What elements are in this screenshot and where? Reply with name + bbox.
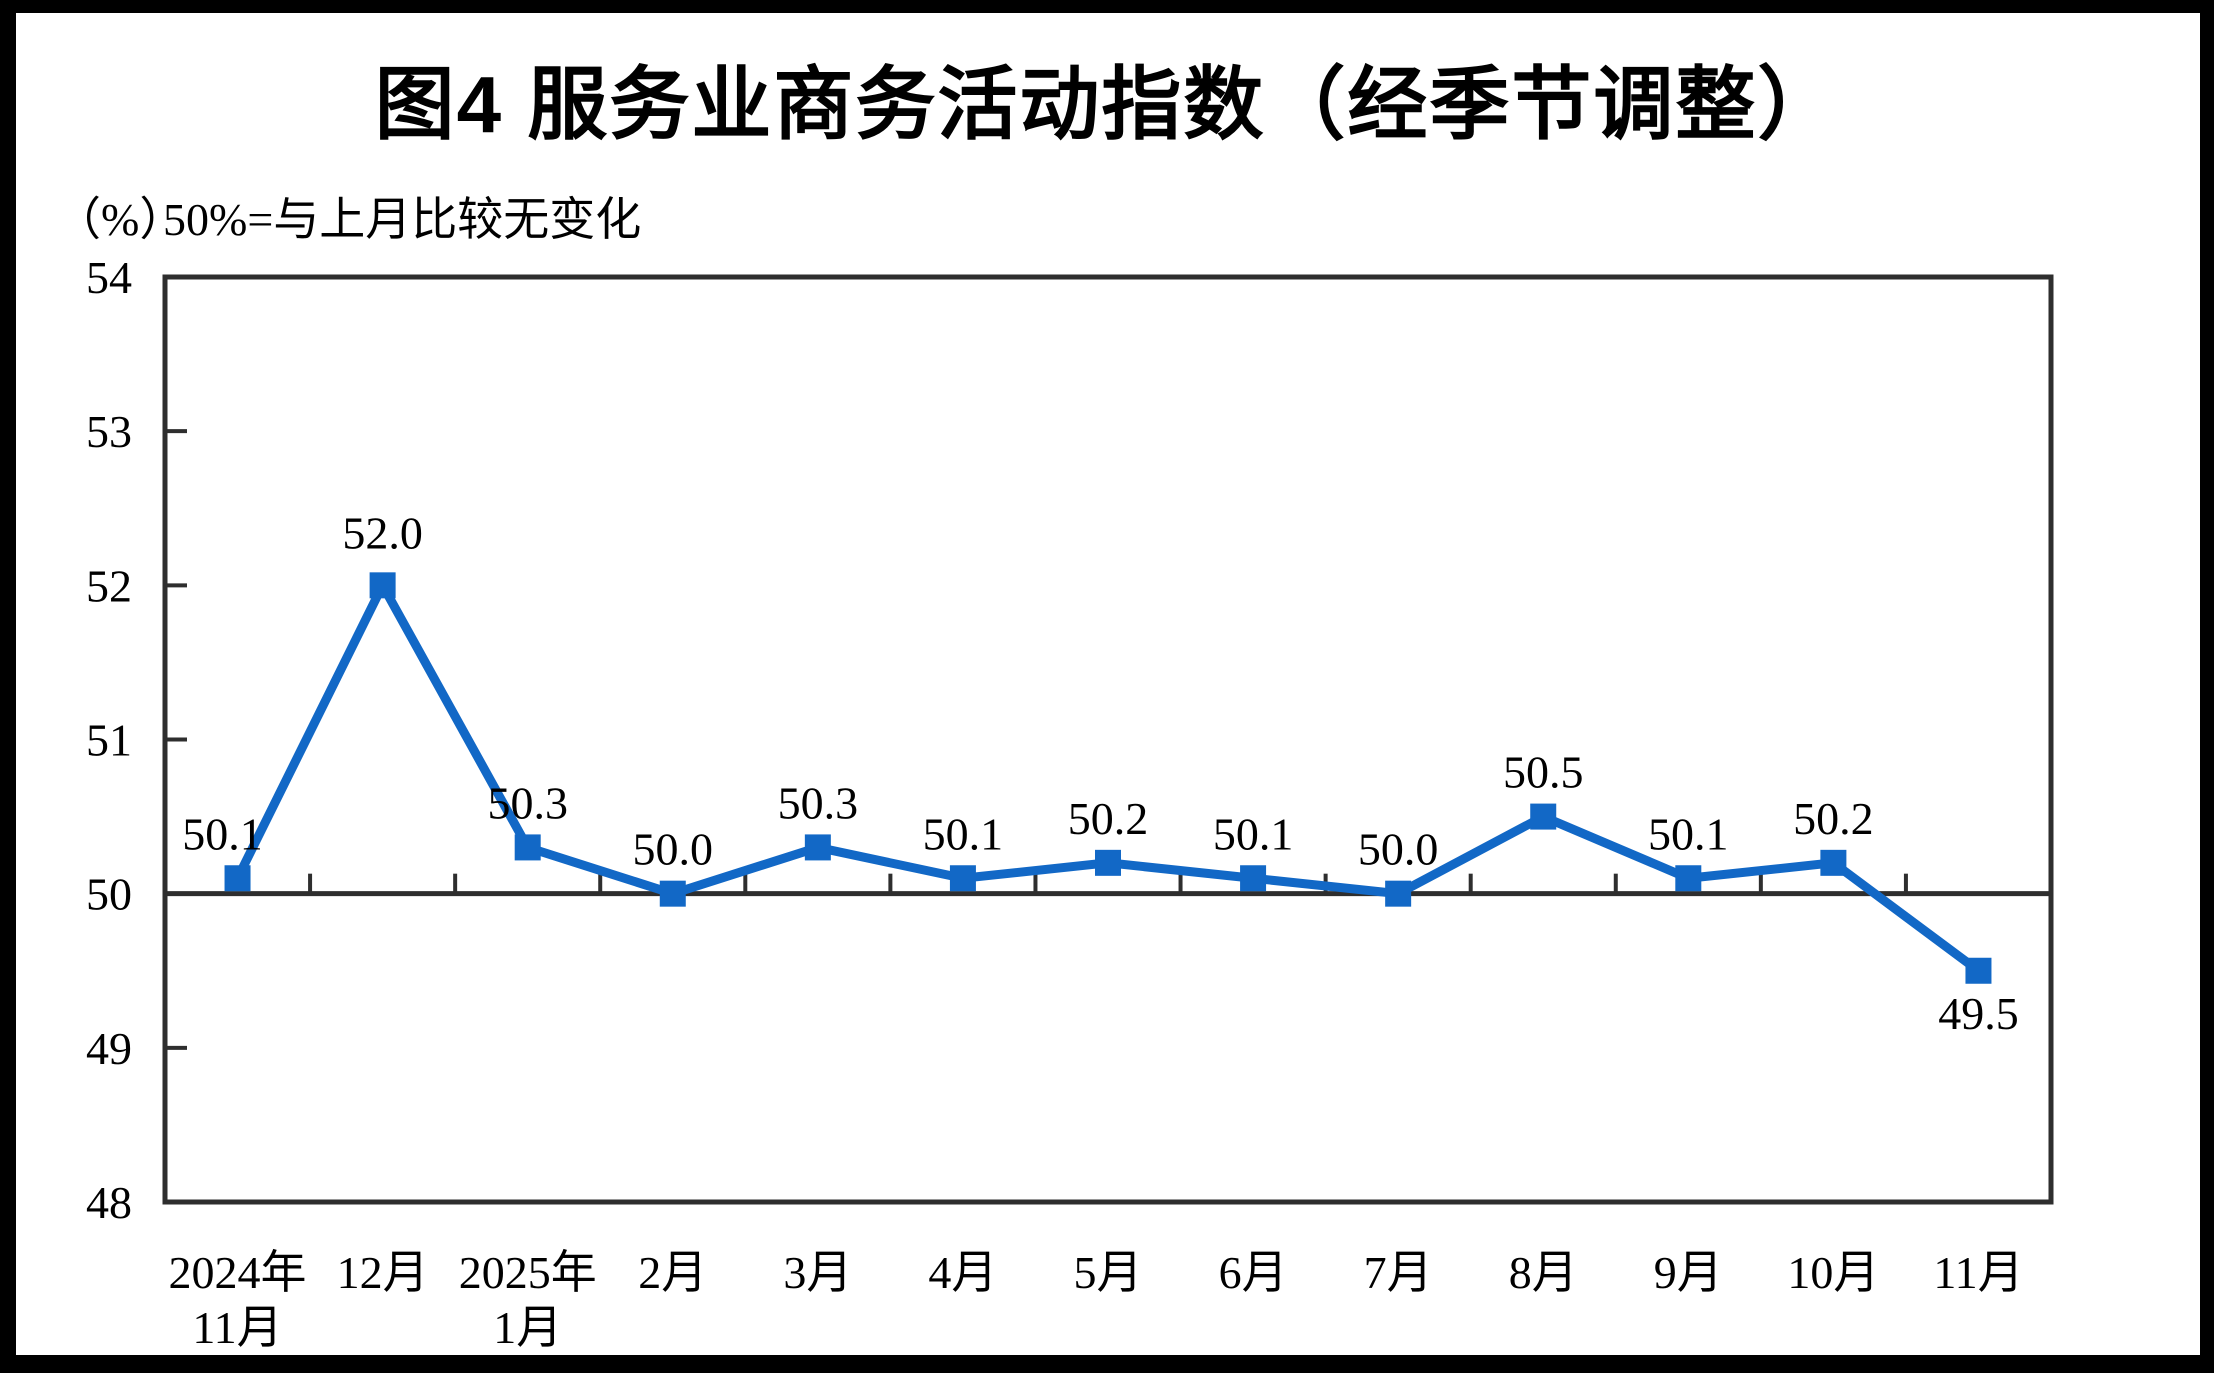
x-tick-label: 11月	[1933, 1247, 2023, 1298]
data-point-label: 50.1	[182, 808, 263, 859]
plot-border	[162, 274, 2054, 1205]
y-tick-label: 54	[86, 252, 132, 303]
x-tick-label: 12月	[337, 1247, 429, 1298]
baseline-note: 50%=与上月比较无变化	[163, 194, 642, 245]
x-tick-label: 6月	[1219, 1247, 1288, 1298]
data-point-label: 50.1	[1648, 808, 1729, 859]
data-point-marker	[1530, 803, 1557, 830]
data-point-label: 50.2	[1793, 793, 1874, 844]
x-tick-label: 1月	[493, 1302, 562, 1353]
data-point-marker	[804, 834, 831, 861]
y-tick-label: 52	[86, 560, 132, 611]
data-point-label: 52.0	[342, 507, 423, 558]
data-point-marker	[1965, 957, 1992, 984]
data-point-marker	[949, 865, 976, 892]
y-tick-label: 48	[86, 1177, 132, 1228]
data-point-marker	[1095, 849, 1121, 876]
data-point-marker	[1240, 865, 1267, 892]
x-tick-label: 8月	[1509, 1247, 1578, 1298]
data-point-label: 50.2	[1068, 793, 1149, 844]
data-point-marker	[224, 865, 251, 892]
y-tick-label: 53	[86, 406, 132, 457]
x-tick-label: 4月	[928, 1247, 997, 1298]
data-point-label: 50.0	[633, 824, 714, 875]
x-tick-label: 9月	[1654, 1247, 1723, 1298]
data-point-marker	[369, 572, 396, 599]
data-point-marker	[1820, 849, 1847, 876]
data-point-marker	[514, 834, 541, 861]
y-axis-unit-label: （%）	[55, 194, 186, 245]
x-tick-label: 11月	[192, 1302, 282, 1353]
x-tick-label: 10月	[1787, 1247, 1879, 1298]
x-tick-label: 7月	[1364, 1247, 1433, 1298]
x-tick-label: 3月	[783, 1247, 852, 1298]
x-tick-label: 2025年	[459, 1247, 597, 1298]
x-tick-label: 2024年	[169, 1247, 307, 1298]
data-point-marker	[659, 880, 686, 907]
y-tick-label: 50	[86, 869, 132, 920]
data-point-label: 50.3	[487, 777, 568, 828]
x-tick-label: 5月	[1074, 1247, 1143, 1298]
x-tick-label: 2月	[638, 1247, 707, 1298]
chart-title: 图4 服务业商务活动指数（经季节调整）	[374, 60, 1840, 149]
data-point-marker	[1675, 865, 1702, 892]
y-tick-label: 51	[86, 715, 132, 766]
y-tick-label: 49	[86, 1023, 132, 1074]
data-point-marker	[1385, 880, 1412, 907]
data-point-label: 50.3	[778, 777, 859, 828]
data-point-label: 50.5	[1503, 747, 1584, 798]
data-point-label: 50.1	[923, 808, 1004, 859]
data-point-label: 50.0	[1358, 824, 1439, 875]
data-point-label: 49.5	[1938, 988, 2019, 1039]
data-point-label: 50.1	[1213, 808, 1294, 859]
